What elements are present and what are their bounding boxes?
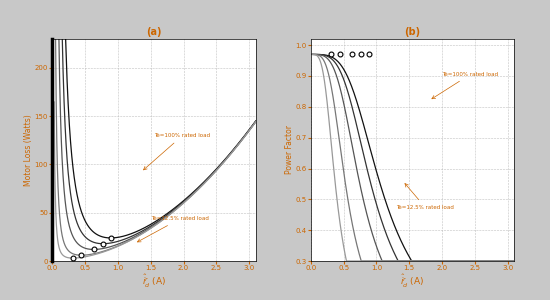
- Text: Te=100% rated load: Te=100% rated load: [432, 72, 498, 99]
- Title: (b): (b): [404, 27, 421, 37]
- X-axis label: $\hat{i}^r_d$ (A): $\hat{i}^r_d$ (A): [142, 273, 166, 290]
- Title: (a): (a): [146, 27, 162, 37]
- Text: Te=100% rated load: Te=100% rated load: [144, 134, 210, 170]
- X-axis label: $\hat{i}^r_d$ (A): $\hat{i}^r_d$ (A): [400, 273, 425, 290]
- Y-axis label: Motor Loss (Watts): Motor Loss (Watts): [24, 114, 33, 186]
- Y-axis label: Power Factor: Power Factor: [285, 125, 294, 175]
- Text: Te=12.5% rated load: Te=12.5% rated load: [138, 217, 208, 242]
- Text: Te=12.5% rated load: Te=12.5% rated load: [396, 184, 454, 210]
